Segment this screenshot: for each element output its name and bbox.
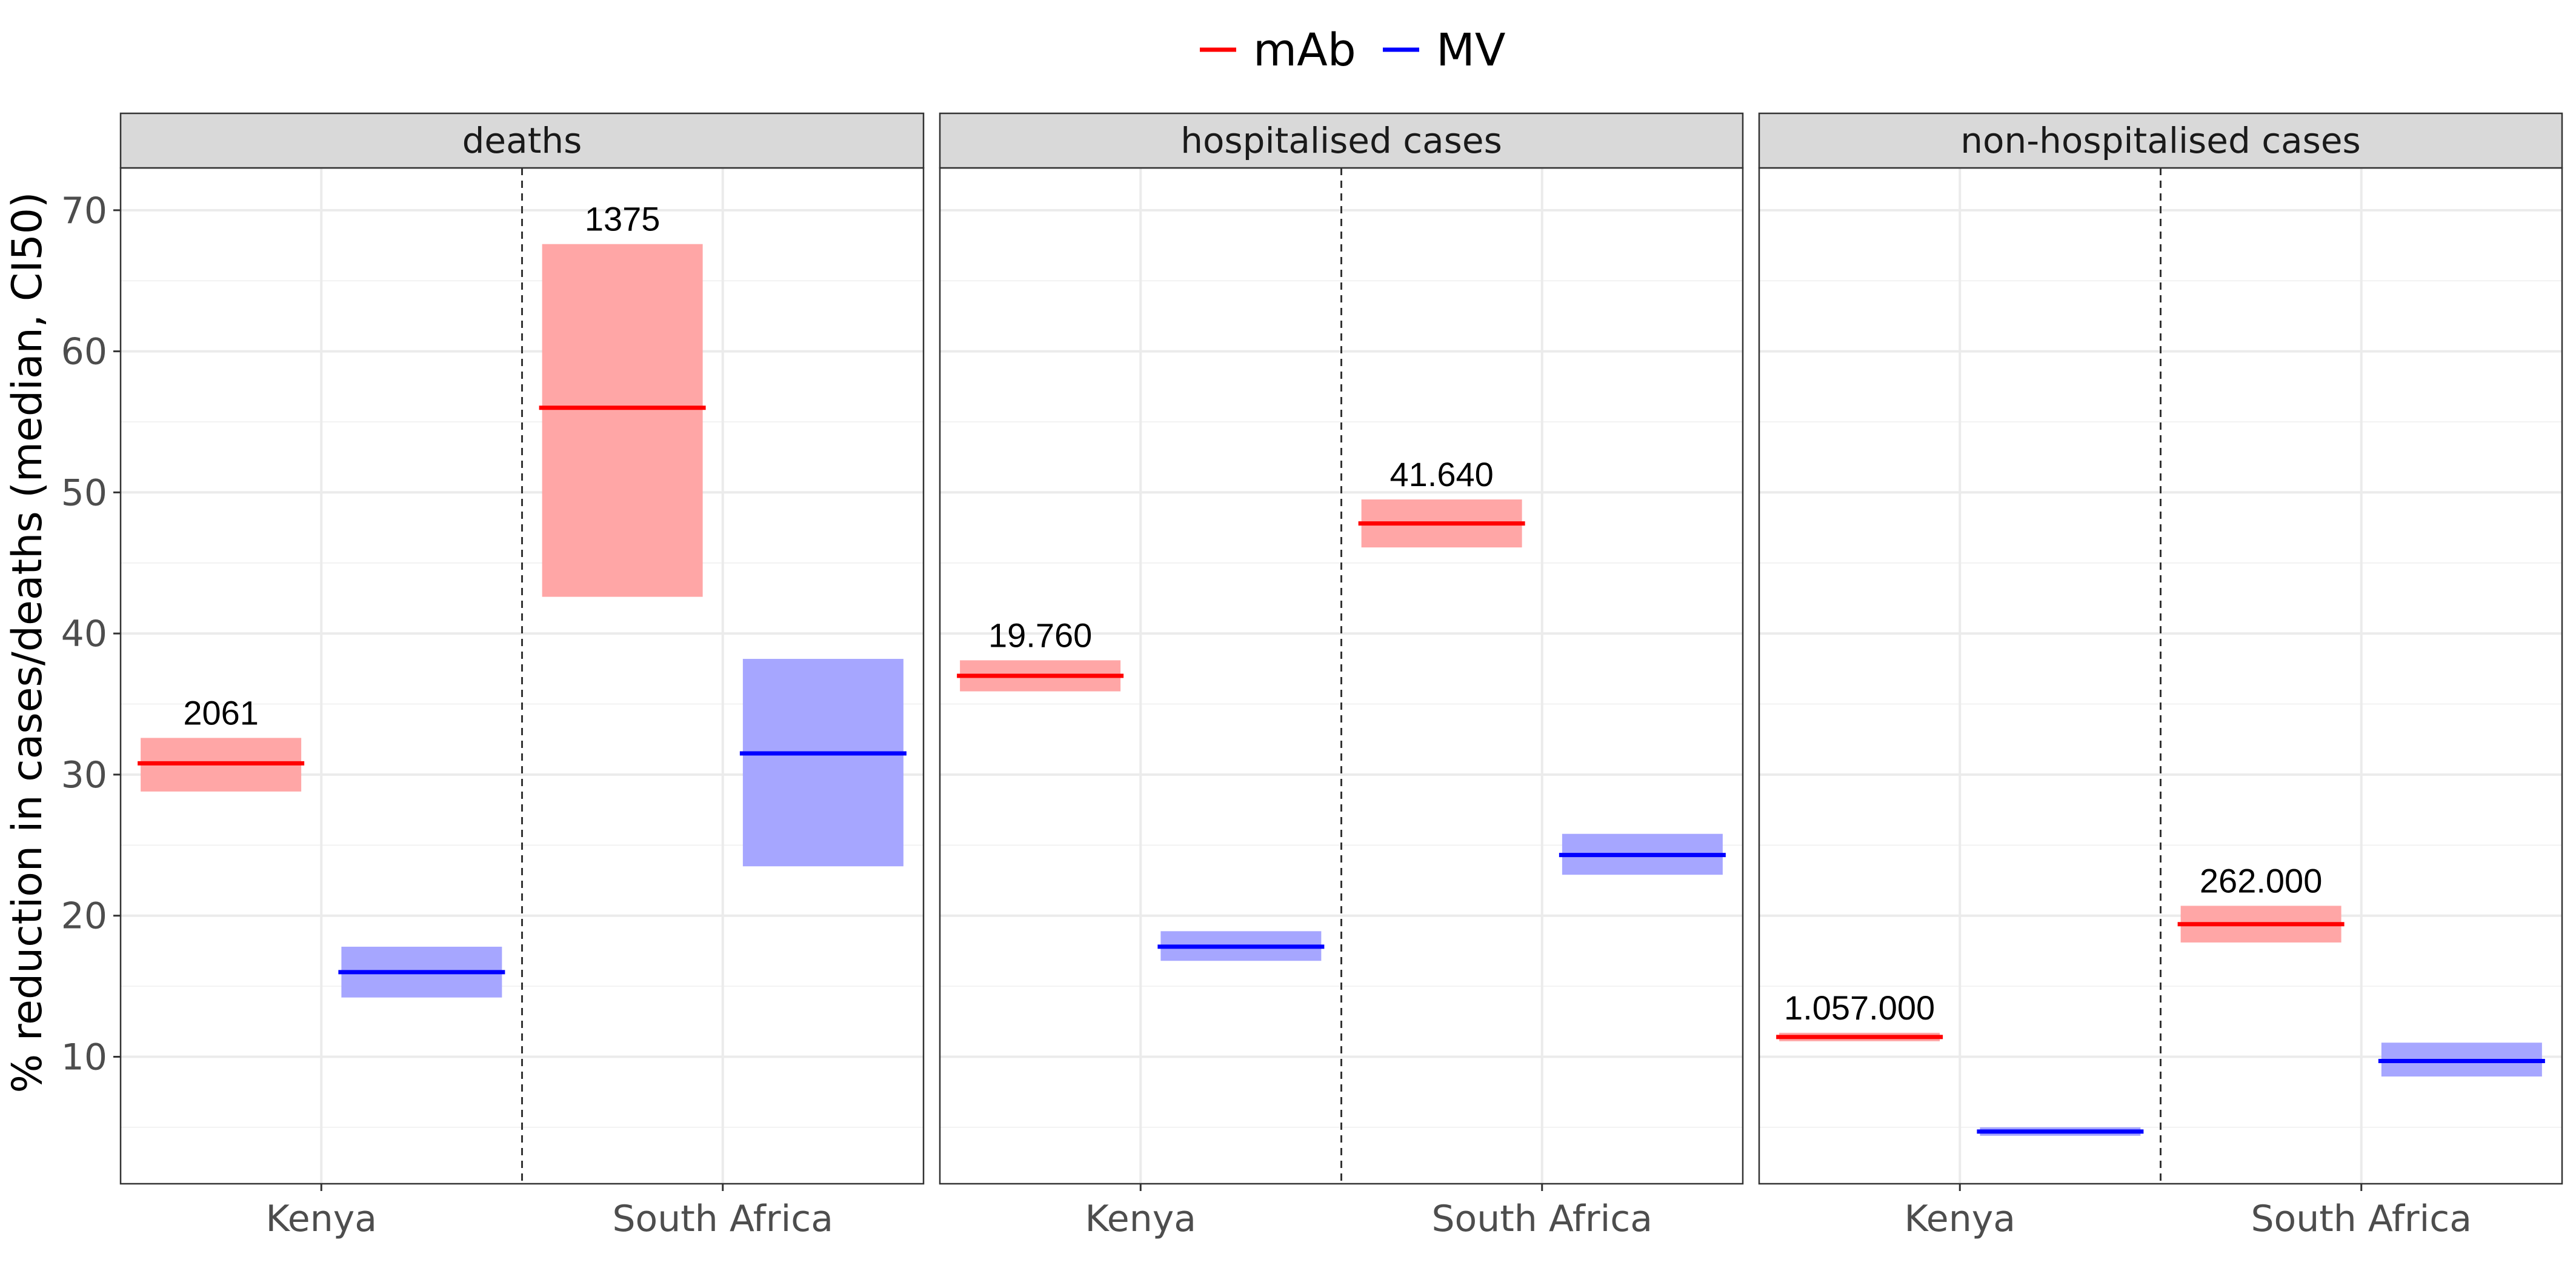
facet-strip-label: hospitalised cases: [1180, 120, 1502, 161]
crossbar-mab-south-africa: 1375: [539, 200, 706, 597]
panel-non-hospitalised-cases: 1.057.000 262.000 non-hospitalised cases Ke…: [1758, 112, 2563, 1240]
crossbar-mv-kenya: [1977, 1127, 2144, 1136]
legend-item-mv: MV: [1383, 24, 1506, 76]
facet-strip-label: deaths: [462, 120, 582, 161]
ci-box: [742, 659, 904, 867]
crossbar-mab-kenya: 19.760: [957, 616, 1124, 692]
crossbar-mv-south-africa: [1559, 833, 1726, 875]
panel-hospitalised-cases: 19.760 41.640 hospitalised cases Kenya South…: [939, 112, 1744, 1240]
crossbar-mv-kenya: [1157, 931, 1325, 961]
crossbar-mab-kenya: 1.057.000: [1776, 989, 1943, 1041]
y-axis: 10 20 30 40 50 60 70: [61, 190, 121, 1079]
legend-label: mAb: [1253, 24, 1356, 76]
x-tick-label: Kenya: [265, 1198, 377, 1240]
legend: mAb MV: [1200, 24, 1506, 76]
y-tick-label: 40: [61, 613, 107, 655]
x-tick-label: South Africa: [2251, 1198, 2472, 1240]
facet-strip: [939, 112, 1744, 169]
crossbar-mv-south-africa: [2378, 1043, 2545, 1077]
ci-box: [542, 244, 703, 597]
data-label: 2061: [183, 693, 259, 732]
x-tick-label: South Africa: [1431, 1198, 1652, 1240]
y-tick-label: 30: [61, 754, 107, 796]
crossbar-mv-south-africa: [739, 659, 907, 867]
facet-panels: 2061 1375 deaths Kenya South Africa 19.760 41.…: [119, 112, 2563, 1240]
panel-background: [1759, 168, 2562, 1184]
x-tick-label: Kenya: [1904, 1198, 2015, 1240]
data-label: 41.640: [1390, 455, 1493, 493]
y-tick-label: 70: [61, 190, 107, 232]
x-tick-label: Kenya: [1085, 1198, 1196, 1240]
y-tick-label: 50: [61, 472, 107, 514]
y-axis-title: % reduction in cases/deaths (median, CI5…: [4, 192, 52, 1093]
crossbar-mab-south-africa: 262.000: [2177, 861, 2345, 943]
data-label: 1.057.000: [1784, 989, 1935, 1027]
data-label: 19.760: [988, 616, 1092, 654]
facet-strip: [1758, 112, 2563, 169]
x-tick-label: South Africa: [612, 1198, 833, 1240]
data-label: 1375: [585, 200, 661, 238]
crossbar-mab-south-africa: 41.640: [1358, 455, 1525, 548]
legend-item-mab: mAb: [1200, 24, 1356, 76]
y-tick-label: 10: [61, 1036, 107, 1079]
crossbar-mab-kenya: 2061: [138, 693, 305, 792]
panel-deaths: 2061 1375 deaths Kenya South Africa: [119, 112, 925, 1240]
y-tick-label: 20: [61, 895, 107, 938]
legend-label: MV: [1436, 24, 1506, 76]
y-tick-label: 60: [61, 331, 107, 373]
data-label: 262.000: [2200, 861, 2322, 899]
facet-strip-label: non-hospitalised cases: [1960, 120, 2361, 161]
crossbar-mv-kenya: [338, 946, 505, 998]
facet-strip: [119, 112, 925, 169]
